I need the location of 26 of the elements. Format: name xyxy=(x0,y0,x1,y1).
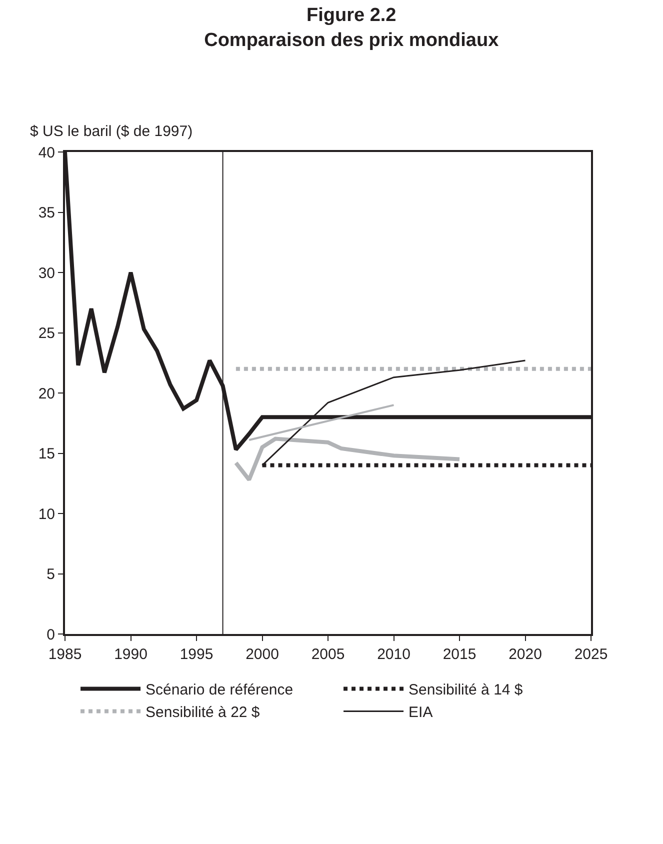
x-tick-label: 2005 xyxy=(311,646,345,663)
y-tick-label: 20 xyxy=(38,385,55,402)
line-series xyxy=(234,436,462,482)
x-tick-label: 1990 xyxy=(114,646,148,663)
x-tick-label: 1985 xyxy=(48,646,82,663)
y-tick-label: 40 xyxy=(38,144,55,162)
x-tick-label: 1995 xyxy=(180,646,214,663)
x-tick-label: 2015 xyxy=(442,646,476,663)
x-tick-label: 2025 xyxy=(574,646,608,663)
legend-label: Scénario de référence xyxy=(146,682,294,699)
chart-title: Figure 2.2 xyxy=(306,5,396,26)
y-tick-label: 25 xyxy=(38,325,55,342)
chart-subtitle: Comparaison des prix mondiaux xyxy=(204,30,500,51)
legend-label: Sensibilité à 14 $ xyxy=(408,682,524,699)
x-tick-label: 2020 xyxy=(508,646,542,663)
y-tick-label: 35 xyxy=(38,204,55,222)
y-tick-label: 15 xyxy=(38,446,55,462)
y-tick-label: 0 xyxy=(46,626,55,644)
y-axis-title: $ US le baril ($ de 1997) xyxy=(30,123,193,140)
y-tick-label: 10 xyxy=(38,506,55,523)
y-tick-label: 5 xyxy=(46,566,55,583)
x-tick-label: 2010 xyxy=(377,646,410,663)
legend-label: Sensibilité à 22 $ xyxy=(146,704,260,722)
legend-label: EIA xyxy=(408,704,433,722)
x-tick-label: 2000 xyxy=(246,646,279,663)
y-tick-label: 30 xyxy=(38,264,55,282)
